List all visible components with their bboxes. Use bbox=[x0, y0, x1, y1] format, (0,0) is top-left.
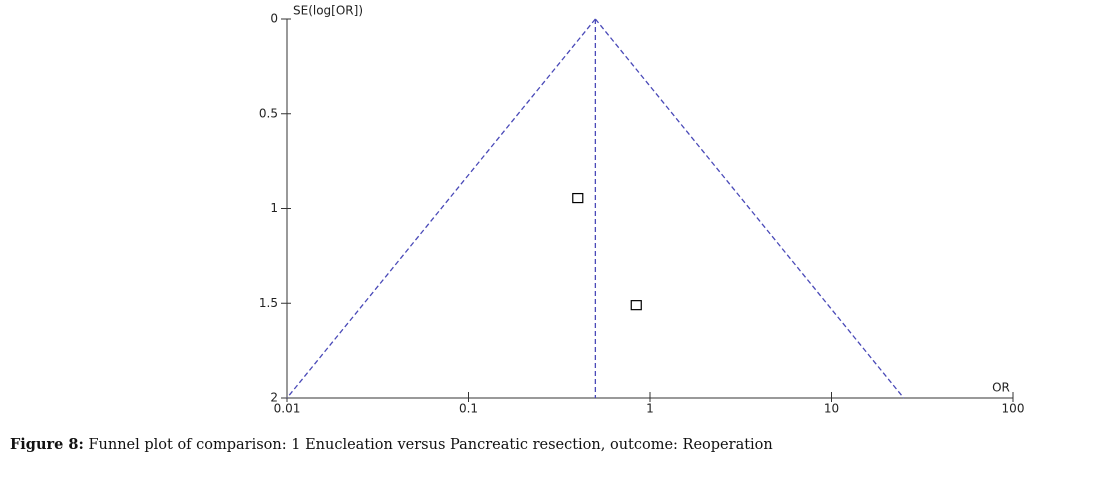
caption: Figure 8: Funnel plot of comparison: 1 E… bbox=[10, 436, 773, 453]
x-axis-label: OR bbox=[992, 381, 1010, 395]
y-tick-label: 0 bbox=[270, 12, 278, 26]
x-tick-label: 100 bbox=[1002, 402, 1025, 416]
caption-text: Funnel plot of comparison: 1 Enucleation… bbox=[83, 437, 773, 453]
y-tick-label: 0.5 bbox=[259, 106, 278, 120]
funnel-right bbox=[594, 18, 905, 399]
study-point bbox=[630, 300, 642, 311]
y-tick-label: 1 bbox=[270, 201, 278, 215]
caption-label: Figure 8: bbox=[10, 436, 84, 453]
study-point bbox=[572, 192, 584, 204]
page: SE(log[OR]) OR 0 0.5 1 1.5 2 0.01 0.1 1 10 100 Fi… bbox=[10, 3, 1025, 453]
funnel-left bbox=[286, 18, 596, 399]
chart: SE(log[OR]) OR 0 0.5 1 1.5 20.01 0.1 1 10 100 bbox=[259, 4, 1025, 416]
y-axis-label: SE(log[OR]) bbox=[293, 4, 363, 18]
x-tick-label: 0.1 bbox=[459, 402, 478, 416]
x-tick-label: 1 bbox=[646, 402, 654, 416]
x-tick-label: 0.01 bbox=[274, 402, 301, 416]
y-tick-label: 2 bbox=[270, 391, 278, 405]
x-tick-label: 10 bbox=[824, 402, 839, 416]
y-tick-label: 1.5 bbox=[259, 296, 278, 310]
